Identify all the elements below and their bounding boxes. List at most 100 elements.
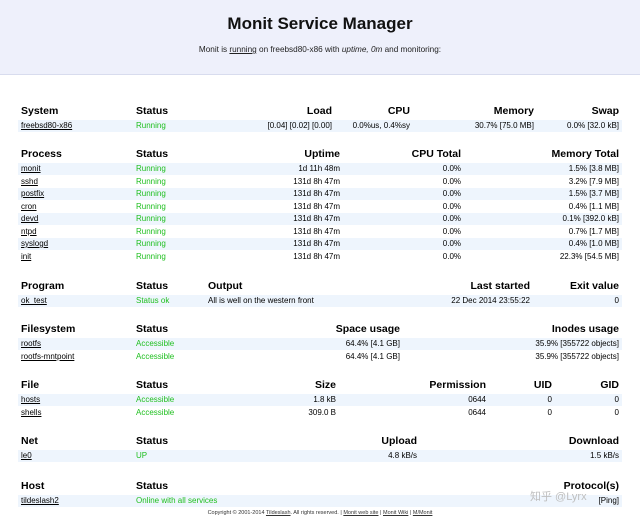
table-row: ntpd Running 131d 8h 47m 0.0% 0.7% [1.7 … — [18, 226, 622, 238]
col-last-started: Last started — [470, 280, 530, 292]
net-link[interactable]: le0 — [21, 451, 32, 460]
col-host: Host — [21, 480, 45, 492]
host-link[interactable]: tildeslash2 — [21, 496, 59, 505]
process-link[interactable]: postfix — [21, 189, 45, 198]
memory-value: 0.4% [1.0 MB] — [568, 239, 619, 248]
file-link[interactable]: hosts — [21, 395, 41, 404]
monit-wiki-link[interactable]: Monit Wiki — [382, 510, 409, 516]
memory-value: 1.5% [3.7 MB] — [568, 189, 619, 198]
exit-value: 0 — [614, 296, 619, 305]
program-link[interactable]: ok_test — [21, 296, 47, 305]
table-row: monit Running 1d 11h 48m 0.0% 1.5% [3.8 … — [18, 163, 622, 175]
protocol-value: [Ping] — [598, 496, 619, 505]
col-status: Status — [136, 480, 169, 492]
running-link[interactable]: running — [229, 45, 257, 54]
cpu-value: 0.0% — [442, 226, 461, 236]
output-value: All is well on the western front — [208, 296, 314, 305]
inodes-value: 35.9% [355722 objects] — [535, 351, 619, 361]
col-load: Load — [306, 105, 332, 117]
file-header-row: File Status Size Permission UID GID — [18, 378, 622, 392]
process-link[interactable]: cron — [21, 201, 37, 211]
col-permission: Permission — [429, 379, 486, 391]
status-badge: Running — [136, 226, 166, 236]
status-badge: Running — [136, 176, 166, 186]
col-memory: Memory — [493, 105, 534, 117]
col-status: Status — [136, 323, 169, 335]
col-status: Status — [136, 148, 169, 160]
cpu-value: 0.0% — [442, 164, 461, 173]
table-row: hosts Accessible 1.8 kB 0644 0 0 — [18, 394, 622, 406]
system-header-row: System Status Load CPU Memory Swap — [18, 104, 622, 118]
uptime-value: 1d 11h 48m — [298, 164, 340, 173]
col-cpu: CPU — [387, 105, 410, 117]
process-link[interactable]: sshd — [21, 176, 38, 186]
tildeslash-link[interactable]: Tildeslash — [265, 510, 291, 516]
status-badge: Running — [136, 189, 166, 198]
process-link[interactable]: monit — [21, 164, 41, 173]
col-gid: GID — [600, 379, 619, 391]
table-row: rootfs Accessible 64.4% [4.1 GB] 35.9% [… — [18, 338, 622, 350]
table-row: init Running 131d 8h 47m 0.0% 22.3% [54.… — [18, 251, 622, 263]
cpu-value: 0.0%us, 0.4%sy — [352, 121, 410, 130]
memory-value: 30.7% [75.0 MB] — [474, 121, 534, 130]
footer: Copyright © 2001-2014 Tildeslash. All ri… — [207, 510, 433, 516]
uptime-value: 131d 8h 47m — [293, 189, 340, 198]
uptime-value: 131d 8h 47m — [293, 214, 340, 223]
file-link[interactable]: shells — [21, 407, 42, 417]
process-link[interactable]: init — [21, 251, 32, 261]
memory-value: 0.4% [1.1 MB] — [568, 201, 619, 211]
col-file: File — [21, 379, 40, 391]
upload-value: 4.8 kB/s — [388, 451, 417, 460]
process-link[interactable]: syslogd — [21, 239, 49, 248]
status-badge: Accessible — [136, 339, 175, 348]
col-status: Status — [136, 280, 169, 292]
monit-web-site-link[interactable]: Monit web site — [343, 510, 379, 516]
permission-value: 0644 — [468, 395, 486, 404]
col-swap: Swap — [591, 105, 619, 117]
memory-value: 0.1% [392.0 kB] — [562, 214, 619, 223]
page-title: Monit Service Manager — [227, 14, 413, 33]
table-row: freebsd80-x86 Running [0.04] [0.02] [0.0… — [18, 120, 622, 132]
table-row: postfix Running 131d 8h 47m 0.0% 1.5% [3… — [18, 188, 622, 200]
cpu-value: 0.0% — [442, 239, 461, 248]
col-net: Net — [21, 435, 38, 447]
col-upload: Upload — [381, 435, 417, 447]
col-process: Process — [21, 148, 62, 160]
cpu-value: 0.0% — [442, 176, 461, 186]
program-header-row: Program Status Output Last started Exit … — [18, 279, 622, 293]
system-name-link[interactable]: freebsd80-x86 — [21, 121, 73, 130]
col-filesystem: Filesystem — [21, 323, 76, 335]
table-row: tildeslash2 Online with all services [Pi… — [18, 495, 622, 507]
table-row: rootfs-mntpoint Accessible 64.4% [4.1 GB… — [18, 351, 622, 363]
col-uptime: Uptime — [304, 148, 340, 160]
col-status: Status — [136, 435, 169, 447]
status-badge: Running — [136, 239, 166, 248]
gid-value: 0 — [614, 395, 619, 404]
uptime-value: 131d 8h 47m — [293, 201, 340, 211]
mmonit-link[interactable]: M/Monit — [412, 510, 433, 516]
status-badge: Running — [136, 121, 166, 130]
status-badge: UP — [136, 451, 148, 460]
table-row: le0 UP 4.8 kB/s 1.5 kB/s — [18, 450, 622, 462]
table-row: devd Running 131d 8h 47m 0.0% 0.1% [392.… — [18, 213, 622, 225]
memory-value: 22.3% [54.5 MB] — [559, 251, 619, 261]
table-row: syslogd Running 131d 8h 47m 0.0% 0.4% [1… — [18, 238, 622, 250]
filesystem-link[interactable]: rootfs — [21, 339, 42, 348]
filesystem-link[interactable]: rootfs-mntpoint — [21, 351, 75, 361]
permission-value: 0644 — [468, 407, 486, 417]
col-output: Output — [208, 280, 243, 292]
cpu-value: 0.0% — [442, 214, 461, 223]
host-header-row: Host Status Protocol(s) — [18, 479, 622, 493]
col-memory-total: Memory Total — [551, 148, 619, 160]
col-size: Size — [314, 379, 336, 391]
last-started-value: 22 Dec 2014 23:55:22 — [451, 296, 530, 305]
status-badge: Online with all services — [136, 496, 218, 505]
col-exit-value: Exit value — [569, 280, 619, 292]
table-row: shells Accessible 309.0 B 0644 0 0 — [18, 407, 622, 419]
col-status: Status — [136, 105, 169, 117]
status-badge: Status ok — [136, 296, 170, 305]
process-link[interactable]: devd — [21, 214, 39, 223]
status-badge: Running — [136, 201, 166, 211]
process-link[interactable]: ntpd — [21, 226, 37, 236]
memory-value: 1.5% [3.8 MB] — [568, 164, 619, 173]
